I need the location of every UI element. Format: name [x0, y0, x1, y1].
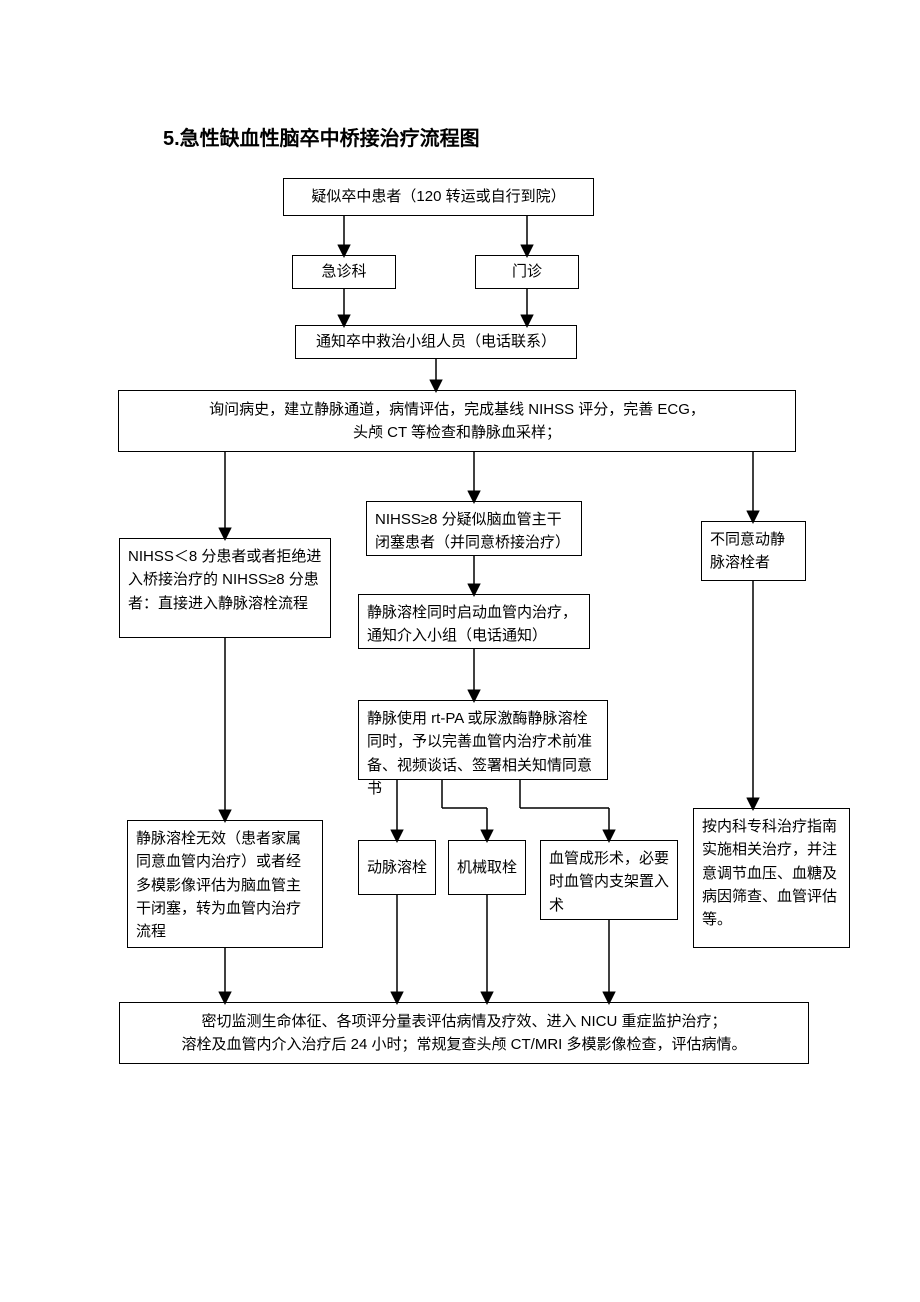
- flowchart-node: NIHSS＜8 分患者或者拒绝进入桥接治疗的 NIHSS≥8 分患者：直接进入静…: [119, 538, 331, 638]
- node-text: 静脉溶栓同时启动血管内治疗，通知介入小组（电话通知）: [367, 601, 581, 648]
- node-text: 通知卒中救治小组人员（电话联系）: [316, 330, 556, 353]
- flowchart-node: 疑似卒中患者（120 转运或自行到院）: [283, 178, 594, 216]
- node-text: 密切监测生命体征、各项评分量表评估病情及疗效、进入 NICU 重症监护治疗；溶栓…: [181, 1010, 746, 1057]
- node-text: 不同意动静脉溶栓者: [710, 528, 797, 575]
- node-text: 静脉使用 rt-PA 或尿激酶静脉溶栓同时，予以完善血管内治疗术前准备、视频谈话…: [367, 707, 599, 800]
- flowchart-node: 不同意动静脉溶栓者: [701, 521, 806, 581]
- node-text: 急诊科: [321, 260, 366, 283]
- node-text: 询问病史，建立静脉通道，病情评估，完成基线 NIHSS 评分，完善 ECG，头颅…: [209, 398, 705, 445]
- node-text: 按内科专科治疗指南实施相关治疗，并注意调节血压、血糖及病因筛查、血管评估等。: [702, 815, 841, 931]
- flowchart-node: 密切监测生命体征、各项评分量表评估病情及疗效、进入 NICU 重症监护治疗；溶栓…: [119, 1002, 809, 1064]
- node-text: 血管成形术，必要时血管内支架置入术: [549, 847, 669, 917]
- page-title: 5.急性缺血性脑卒中桥接治疗流程图: [163, 122, 480, 151]
- flowchart-node: 机械取栓: [448, 840, 526, 895]
- flowchart-node: 动脉溶栓: [358, 840, 436, 895]
- flowchart-node: 静脉溶栓无效（患者家属同意血管内治疗）或者经多模影像评估为脑血管主干闭塞，转为血…: [127, 820, 323, 948]
- flowchart-node: 静脉溶栓同时启动血管内治疗，通知介入小组（电话通知）: [358, 594, 590, 649]
- node-text: 静脉溶栓无效（患者家属同意血管内治疗）或者经多模影像评估为脑血管主干闭塞，转为血…: [136, 827, 314, 943]
- node-text: 动脉溶栓: [367, 856, 427, 879]
- node-text: 门诊: [512, 260, 542, 283]
- node-text: 疑似卒中患者（120 转运或自行到院）: [311, 185, 565, 208]
- flowchart-node: NIHSS≥8 分疑似脑血管主干闭塞患者（并同意桥接治疗）: [366, 501, 582, 556]
- flowchart-node: 急诊科: [292, 255, 396, 289]
- flowchart-node: 按内科专科治疗指南实施相关治疗，并注意调节血压、血糖及病因筛查、血管评估等。: [693, 808, 850, 948]
- node-text: NIHSS＜8 分患者或者拒绝进入桥接治疗的 NIHSS≥8 分患者：直接进入静…: [128, 545, 322, 615]
- node-text: NIHSS≥8 分疑似脑血管主干闭塞患者（并同意桥接治疗）: [375, 508, 573, 555]
- flowchart-node: 询问病史，建立静脉通道，病情评估，完成基线 NIHSS 评分，完善 ECG，头颅…: [118, 390, 796, 452]
- flowchart-node: 血管成形术，必要时血管内支架置入术: [540, 840, 678, 920]
- flowchart-node: 静脉使用 rt-PA 或尿激酶静脉溶栓同时，予以完善血管内治疗术前准备、视频谈话…: [358, 700, 608, 780]
- flowchart-node: 通知卒中救治小组人员（电话联系）: [295, 325, 577, 359]
- flowchart-node: 门诊: [475, 255, 579, 289]
- node-text: 机械取栓: [457, 856, 517, 879]
